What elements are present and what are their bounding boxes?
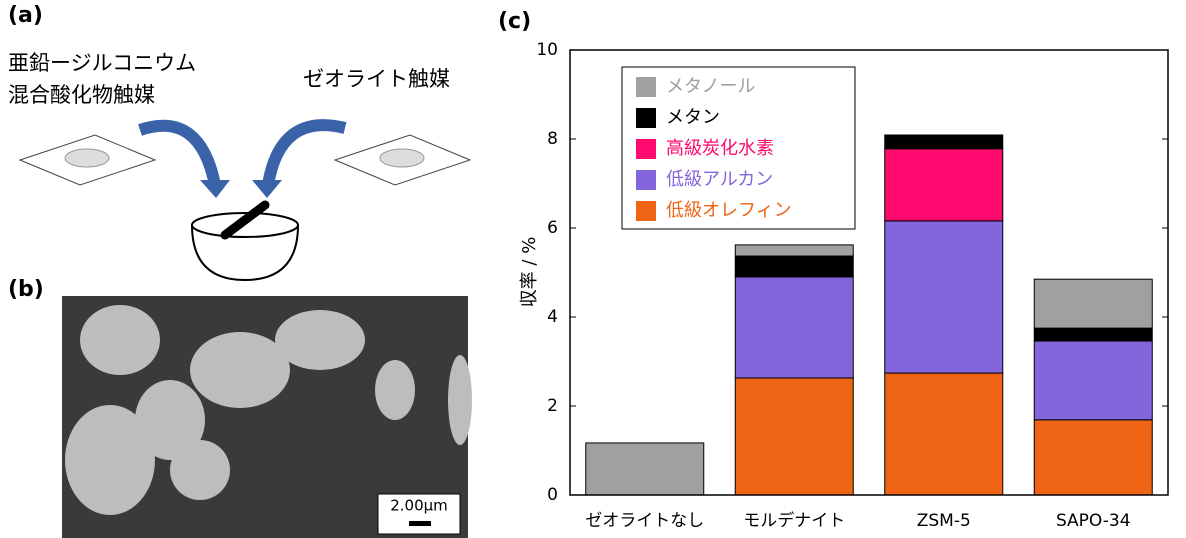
powder [380, 149, 424, 167]
y-tick-label: 10 [536, 40, 558, 60]
y-tick-label: 0 [547, 485, 558, 505]
y-tick-label: 4 [547, 307, 558, 327]
x-tick-label: SAPO-34 [1056, 511, 1131, 531]
x-tick-label: モルデナイト [743, 510, 845, 531]
legend-label: 高級炭化水素 [666, 138, 774, 159]
bar-segment [735, 245, 853, 256]
figure: (a) 亜鉛ージルコニウム 混合酸化物触媒 ゼオライト触媒 (b) 2.00μm… [0, 0, 1186, 538]
panel-label: (b) [8, 277, 44, 302]
y-tick-label: 2 [547, 396, 558, 416]
bar-segment [735, 277, 853, 378]
y-tick-label: 8 [547, 129, 558, 149]
panel-label: (c) [498, 9, 531, 34]
bar-segment [1034, 420, 1152, 495]
catalyst-label: 亜鉛ージルコニウム [8, 51, 196, 75]
arrow [268, 125, 345, 185]
y-axis-label: 収率 / % [519, 237, 540, 308]
arrowhead [252, 180, 282, 198]
bar-segment [885, 149, 1003, 221]
legend-swatch [636, 108, 656, 128]
page: (a) 亜鉛ージルコニウム 混合酸化物触媒 ゼオライト触媒 (b) 2.00μm… [0, 0, 1186, 538]
bar-segment [885, 373, 1003, 495]
bar-segment [735, 256, 853, 277]
arrowhead [200, 180, 230, 198]
y-tick-label: 6 [547, 218, 558, 238]
bar-segment [885, 135, 1003, 149]
catalyst-label: 混合酸化物触媒 [8, 83, 155, 107]
legend-swatch [636, 170, 656, 190]
x-tick-label: ゼオライトなし [585, 511, 704, 531]
legend-label: メタン [666, 107, 720, 128]
bar-segment [1034, 279, 1152, 328]
bar-segment [735, 378, 853, 495]
bar-segment [1034, 328, 1152, 341]
legend-label: メタノール [666, 76, 755, 97]
arrow [140, 126, 215, 185]
catalyst-label: ゼオライト触媒 [303, 67, 450, 91]
bar-segment [1034, 341, 1152, 420]
powder [65, 149, 109, 167]
scale-bar [409, 521, 431, 526]
legend-swatch [636, 139, 656, 159]
legend-label: 低級アルカン [666, 169, 773, 190]
scale-label: 2.00μm [390, 497, 448, 515]
x-tick-label: ZSM-5 [917, 511, 971, 531]
legend-label: 低級オレフィン [666, 200, 792, 221]
bar-segment [586, 443, 704, 495]
legend-swatch [636, 201, 656, 221]
panel-label: (a) [8, 3, 43, 28]
legend-swatch [636, 77, 656, 97]
bar-segment [885, 221, 1003, 373]
